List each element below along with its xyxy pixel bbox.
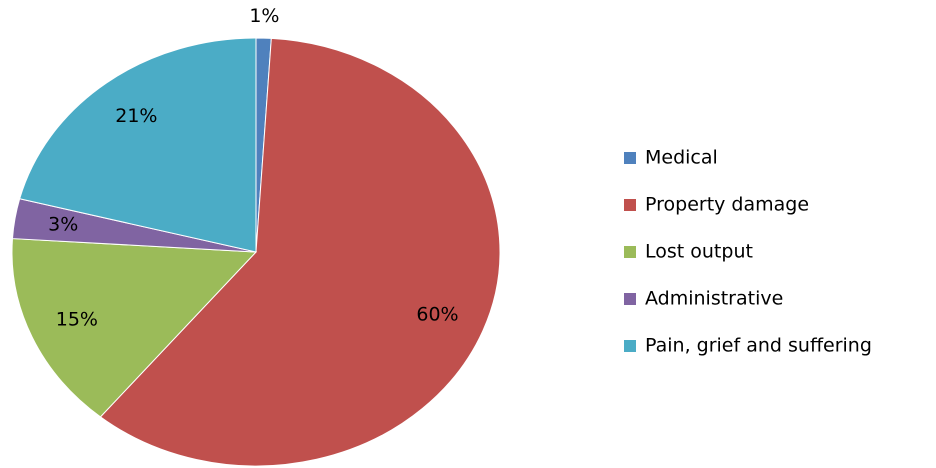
- pie-slice: [19, 37, 257, 253]
- data-label: 3%: [48, 214, 78, 236]
- legend-swatch: [624, 246, 636, 258]
- legend-swatch: [624, 199, 636, 211]
- legend-swatch: [624, 152, 636, 164]
- legend-label: Property damage: [645, 194, 809, 216]
- data-label: 1%: [249, 5, 279, 27]
- pie-slice: [11, 238, 258, 418]
- legend-label: Pain, grief and suffering: [645, 335, 872, 357]
- legend-label: Administrative: [645, 288, 783, 310]
- legend-label: Medical: [645, 147, 718, 169]
- pie-slice: [99, 37, 501, 467]
- data-label: 21%: [115, 105, 157, 127]
- data-label: 60%: [416, 304, 458, 326]
- legend-swatch: [624, 340, 636, 352]
- data-label: 15%: [56, 308, 98, 330]
- legend-swatch: [624, 293, 636, 305]
- legend-label: Lost output: [645, 241, 753, 263]
